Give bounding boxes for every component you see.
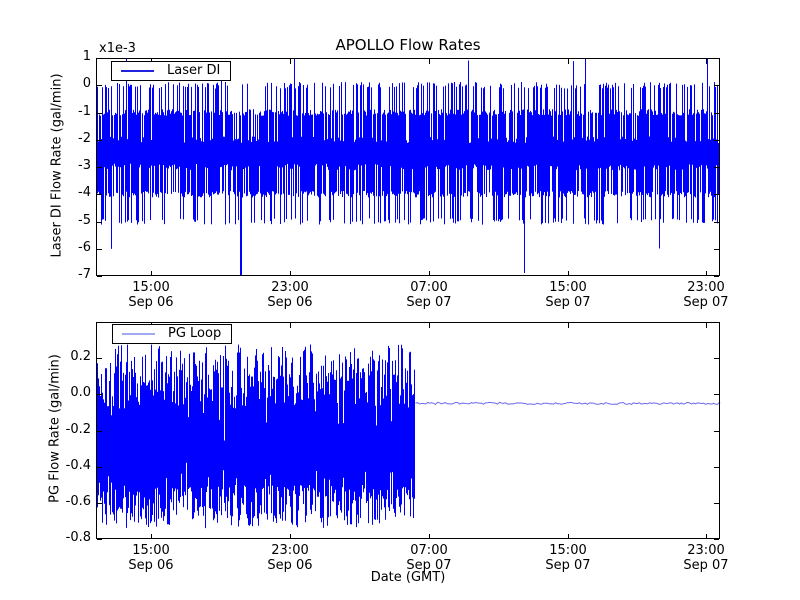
y-tick-label: 0 [82,76,91,91]
x-tick-label: 23:00 Sep 06 [267,280,313,310]
y-tick-label: 0.2 [70,349,91,364]
y-tick-label: -0.2 [65,422,91,437]
x-tick-label: 15:00 Sep 07 [545,280,591,310]
legend-line-sample-laser-di [121,69,154,72]
y-tick-label: -4 [78,185,91,200]
x-tick-label: 07:00 Sep 07 [406,280,452,310]
y-tick-label: -0.6 [65,494,91,509]
legend-laser-di: Laser DI [111,61,232,81]
y-tick-label: -0.8 [65,530,91,545]
x-tick-label: 07:00 Sep 07 [406,543,452,573]
y-tick-label: -7 [78,267,91,282]
y-tick-label: 0.0 [70,385,91,400]
y-tick-label: -3 [78,158,91,173]
y-tick-label: -6 [78,240,91,255]
legend-line-sample-pg-loop [122,332,155,335]
legend-label-pg-loop: PG Loop [168,326,222,341]
legend-label-laser-di: Laser DI [167,63,221,78]
y-tick-label: -0.4 [65,458,91,473]
x-tick-label: 15:00 Sep 06 [128,280,174,310]
y-axis-offset-label: x1e-3 [99,41,136,56]
chart-title: APOLLO Flow Rates [335,36,481,54]
x-tick-label: 23:00 Sep 06 [267,543,313,573]
y-tick-label: 1 [82,49,91,64]
y-tick-label: -2 [78,131,91,146]
legend-pg-loop: PG Loop [112,324,233,344]
x-axis-label: Date (GMT) [370,570,446,585]
x-tick-label: 23:00 Sep 07 [683,280,729,310]
y-tick-label: -5 [78,213,91,228]
x-tick-label: 23:00 Sep 07 [683,543,729,573]
y-tick-label: -1 [78,104,91,119]
x-tick-label: 15:00 Sep 06 [128,543,174,573]
x-tick-label: 15:00 Sep 07 [545,543,591,573]
